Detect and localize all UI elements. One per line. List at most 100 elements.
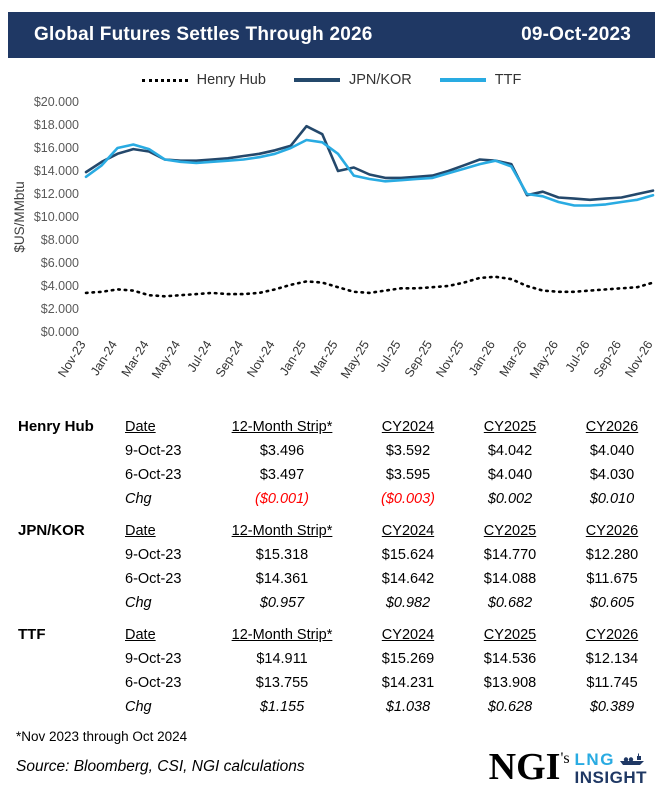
logo-apostrophe-s: 's [560,750,570,767]
row-date: 6-Oct-23 [125,571,182,587]
table-row: 9-Oct-23 $3.496 $3.592 $4.042 $4.040 [8,439,655,463]
table-header-row: Henry Hub Date 12-Month Strip* CY2024 CY2025… [8,414,655,439]
cell-value: $4.040 [487,467,533,483]
row-date: 9-Oct-23 [125,651,182,667]
svg-text:$8.000: $8.000 [41,233,79,247]
table-series-label: JPN/KOR [18,522,85,539]
chart-svg: $0.000 $2.000 $4.000 $6.000 $8.000 $10.000 $12… [12,95,656,381]
cell-value: $15.624 [381,547,435,563]
jpn-kor-line-swatch [293,78,340,82]
page-title: Global Futures Settles Through 2026 [34,24,373,45]
row-date: Chg [125,699,152,715]
cell-value: $12.134 [585,651,639,667]
footnote: *Nov 2023 through Oct 2024 [16,729,188,744]
chart-legend: Henry Hub JPN/KOR TTF [8,68,655,92]
table-row: 6-Oct-23 $3.497 $3.595 $4.040 $4.030 [8,463,655,487]
logo-lng-text: LNG [574,750,615,769]
title-bar: Global Futures Settles Through 2026 09-O… [8,12,655,58]
cell-value: $3.595 [385,467,431,483]
cell-value: $14.911 [256,651,308,667]
svg-text:Jul-25: Jul-25 [374,338,404,374]
row-date: 9-Oct-23 [125,547,182,563]
row-date: Chg [125,595,152,611]
svg-text:Mar-25: Mar-25 [308,338,341,379]
futures-table-henry-hub: Henry Hub Date 12-Month Strip* CY2024 CY2025… [8,414,655,511]
svg-text:Sep-25: Sep-25 [402,338,435,380]
svg-text:Mar-24: Mar-24 [119,338,152,379]
svg-text:Jan-24: Jan-24 [88,338,120,378]
cell-value: $11.745 [586,675,638,691]
svg-text:$12.000: $12.000 [34,187,79,201]
report-date: 09-Oct-2023 [521,24,631,45]
cell-value: $0.957 [259,595,305,611]
legend-label-henry-hub: Henry Hub [196,72,266,88]
svg-text:May-25: May-25 [338,338,372,381]
table-row: 6-Oct-23 $13.755 $14.231 $13.908 $11.745 [8,671,655,695]
cell-value: $1.155 [259,699,305,715]
table-header-row: TTF Date 12-Month Strip* CY2024 CY2025 CY2026 [8,622,655,647]
svg-text:Mar-26: Mar-26 [497,338,530,379]
svg-text:Jul-24: Jul-24 [185,338,215,374]
svg-text:$6.000: $6.000 [41,256,79,270]
cell-value: ($0.003) [380,491,435,507]
cell-value: $15.269 [381,651,435,667]
column-header: Date [125,522,156,539]
column-header: 12-Month Strip* [231,418,333,435]
cell-value: $13.908 [483,675,537,691]
column-header: CY2025 [483,522,537,539]
cell-value: $0.002 [487,491,533,507]
table-series-label: TTF [18,626,46,643]
svg-text:Sep-24: Sep-24 [213,338,246,380]
column-header: CY2024 [381,626,435,643]
cell-value: $14.536 [483,651,537,667]
table-row: 9-Oct-23 $14.911 $15.269 $14.536 $12.134 [8,647,655,671]
svg-text:May-24: May-24 [149,338,183,381]
svg-text:$18.000: $18.000 [34,118,79,132]
source-note: Source: Bloomberg, CSI, NGI calculations [16,758,305,775]
legend-item-jpn-kor: JPN/KOR [293,72,412,88]
chart-section: Henry Hub JPN/KOR TTF $0.000 $2.000 $4.000… [8,68,656,407]
cell-value: $11.675 [586,571,638,587]
futures-tables: Henry Hub Date 12-Month Strip* CY2024 CY2025… [8,414,655,719]
legend-item-henry-hub: Henry Hub [141,72,266,88]
logo-insight-text: INSIGHT [574,768,647,787]
svg-text:$4.000: $4.000 [41,279,79,293]
cell-value: $14.231 [381,675,435,691]
column-header: CY2026 [585,418,639,435]
cell-value: $0.389 [589,699,635,715]
column-header: CY2026 [585,522,639,539]
row-date: Chg [125,491,152,507]
cell-value: $14.770 [483,547,537,563]
table-header-row: JPN/KOR Date 12-Month Strip* CY2024 CY2025 CY… [8,518,655,543]
row-date: 6-Oct-23 [125,467,182,483]
ttf-line-swatch [439,78,486,82]
logo-lng-insight-block: LNG INSIGHT [575,751,647,786]
svg-text:Sep-26: Sep-26 [591,338,624,380]
cell-value: $14.642 [381,571,435,587]
cell-value: $3.592 [385,443,431,459]
cell-value: $13.755 [255,675,309,691]
column-header: Date [125,418,156,435]
svg-text:$14.000: $14.000 [34,164,79,178]
svg-text:Jul-26: Jul-26 [563,338,593,374]
cell-value: $0.010 [589,491,635,507]
cell-value: $0.982 [385,595,431,611]
table-series-label: Henry Hub [18,418,94,435]
svg-text:$20.000: $20.000 [34,95,79,109]
cell-value: $1.038 [385,699,431,715]
lng-tanker-ship-icon [619,753,644,765]
legend-item-ttf: TTF [439,72,521,88]
henry-hub-line-swatch [141,78,188,82]
svg-text:$US/MMbtu: $US/MMbtu [12,181,27,252]
table-row: Chg $1.155 $1.038 $0.628 $0.389 [8,695,655,719]
cell-value: $4.030 [589,467,635,483]
futures-table-jpn-kor: JPN/KOR Date 12-Month Strip* CY2024 CY2025 CY… [8,518,655,615]
table-row: Chg $0.957 $0.982 $0.682 $0.605 [8,591,655,615]
bottom-row: Source: Bloomberg, CSI, NGI calculations… [8,748,655,786]
svg-text:$0.000: $0.000 [41,325,79,339]
column-header: CY2024 [381,418,435,435]
row-date: 6-Oct-23 [125,675,182,691]
cell-value: $15.318 [255,547,309,563]
column-header: 12-Month Strip* [231,626,333,643]
table-row: 9-Oct-23 $15.318 $15.624 $14.770 $12.280 [8,543,655,567]
